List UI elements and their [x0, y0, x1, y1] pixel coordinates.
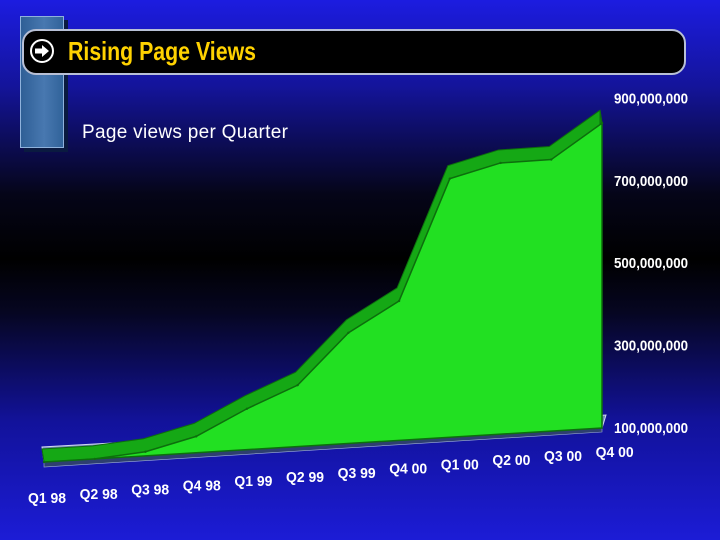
y-tick-label: 100,000,000: [614, 420, 688, 437]
data-point-11: [550, 158, 553, 161]
area-series: [43, 121, 603, 463]
y-tick-label: 900,000,000: [614, 90, 688, 107]
x-tick-label: Q3 00: [544, 448, 582, 465]
y-tick-label: 500,000,000: [614, 255, 688, 272]
data-point-3: [144, 450, 147, 453]
y-tick-label: 300,000,000: [614, 338, 688, 355]
x-tick-label: Q2 98: [80, 486, 118, 503]
data-point-2: [93, 457, 96, 461]
x-tick-label: Q4 98: [183, 477, 221, 494]
data-point-10: [499, 161, 502, 165]
data-point-6: [296, 383, 299, 387]
data-point-7: [347, 331, 350, 335]
x-tick-label: Q2 99: [286, 469, 324, 486]
x-tick-label: Q2 00: [492, 452, 530, 469]
x-tick-label: Q1 00: [441, 456, 479, 473]
chart-title: Page views per Quarter: [82, 122, 289, 143]
data-point-12: [600, 121, 604, 125]
data-point-8: [397, 299, 401, 303]
data-point-5: [245, 407, 249, 410]
x-tick-label: Q3 98: [131, 482, 169, 499]
title-bar: Rising Page Views: [22, 29, 686, 75]
x-tick-label: Q4 00: [389, 461, 427, 478]
x-tick-label: Q3 99: [338, 465, 376, 482]
y-tick-label: 700,000,000: [614, 173, 688, 190]
x-tick-label: Q4 00: [596, 444, 634, 461]
page-title: Rising Page Views: [68, 36, 257, 66]
data-point-1: [42, 460, 46, 464]
x-tick-label: Q1 98: [28, 490, 66, 507]
data-point-4: [194, 435, 198, 438]
data-point-9: [448, 177, 452, 180]
arrow-right-circle-icon: [30, 39, 54, 63]
x-tick-label: Q1 99: [234, 473, 272, 490]
